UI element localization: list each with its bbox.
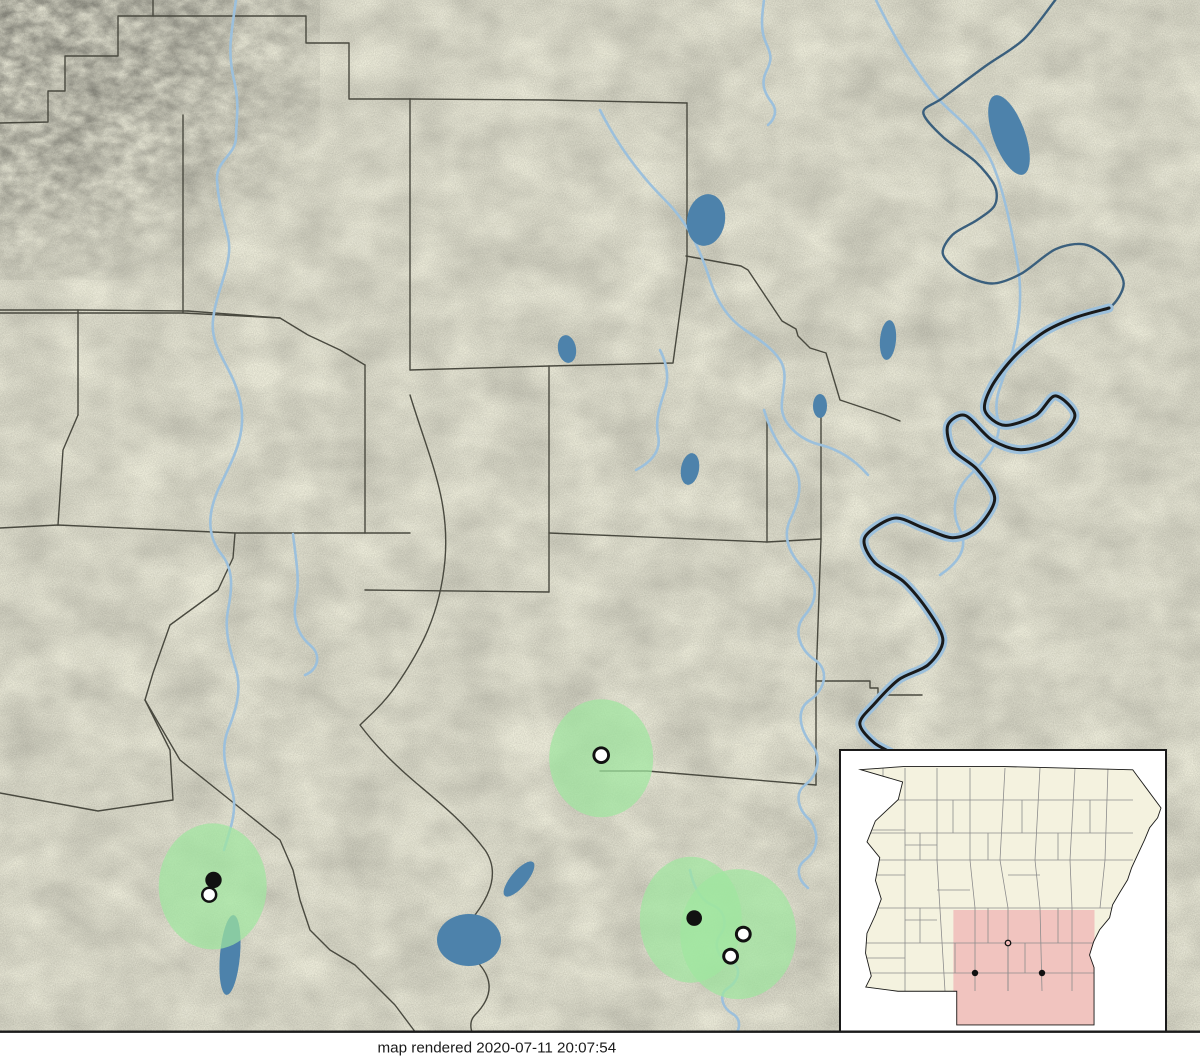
svg-text:map rendered 2020-07-11 20:07:: map rendered 2020-07-11 20:07:54 — [378, 1040, 617, 1057]
